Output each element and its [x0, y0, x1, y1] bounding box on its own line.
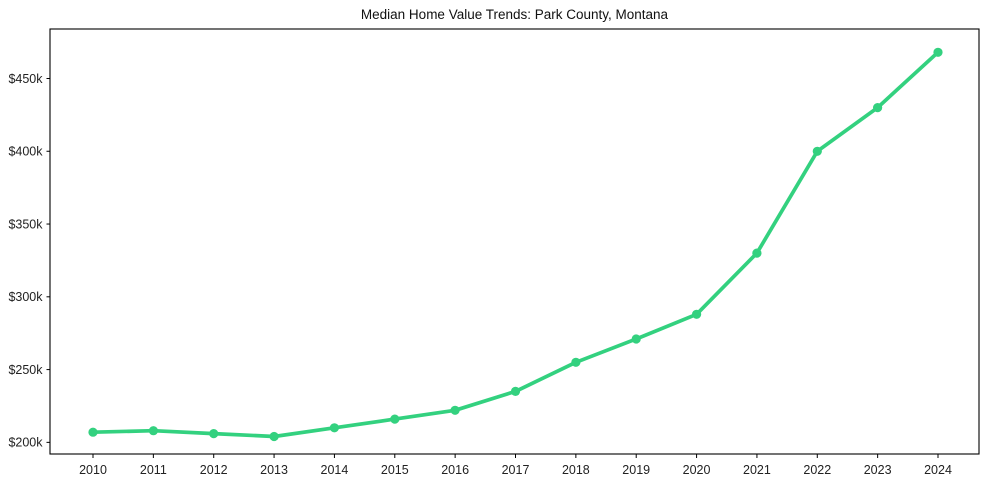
x-tick-label: 2013 [260, 463, 288, 477]
trend-line [91, 50, 940, 439]
x-tick-label: 2012 [200, 463, 228, 477]
y-tick-label: $300k [8, 290, 43, 304]
x-tick-label: 2010 [79, 463, 107, 477]
x-tick-label: 2019 [622, 463, 650, 477]
x-tick-label: 2011 [140, 463, 167, 477]
x-tick-label: 2023 [864, 463, 892, 477]
data-point-2012 [209, 429, 219, 439]
data-point-2018 [571, 357, 581, 367]
data-point-2024 [933, 47, 943, 57]
x-tick-label: 2015 [381, 463, 409, 477]
data-point-2015 [390, 414, 400, 424]
y-tick-label: $450k [8, 72, 43, 86]
data-point-2014 [329, 423, 339, 433]
y-tick-label: $350k [8, 217, 43, 231]
y-tick-label: $200k [8, 436, 43, 450]
x-tick-label: 2018 [562, 463, 590, 477]
x-tick-label: 2016 [441, 463, 469, 477]
x-tick-label: 2014 [321, 463, 349, 477]
chart-title: Median Home Value Trends: Park County, M… [360, 7, 669, 22]
data-point-2016 [450, 405, 460, 415]
data-point-2010 [88, 427, 98, 437]
x-tick-label: 2021 [743, 463, 771, 477]
x-tick-label: 2022 [803, 463, 831, 477]
data-point-2017 [510, 386, 521, 396]
y-tick-label: $400k [8, 145, 43, 159]
data-point-2020 [692, 309, 702, 319]
x-tick-label: 2017 [502, 463, 530, 477]
y-tick-label: $250k [8, 363, 43, 377]
data-point-2019 [631, 334, 641, 344]
data-point-2022 [812, 146, 822, 156]
data-point-2011 [148, 426, 158, 436]
plot-border [49, 28, 980, 455]
data-point-2021 [752, 248, 762, 258]
data-point-2013 [269, 431, 279, 442]
x-tick-label: 2020 [683, 463, 711, 477]
x-tick-label: 2024 [924, 463, 952, 477]
data-point-2023 [873, 103, 883, 113]
